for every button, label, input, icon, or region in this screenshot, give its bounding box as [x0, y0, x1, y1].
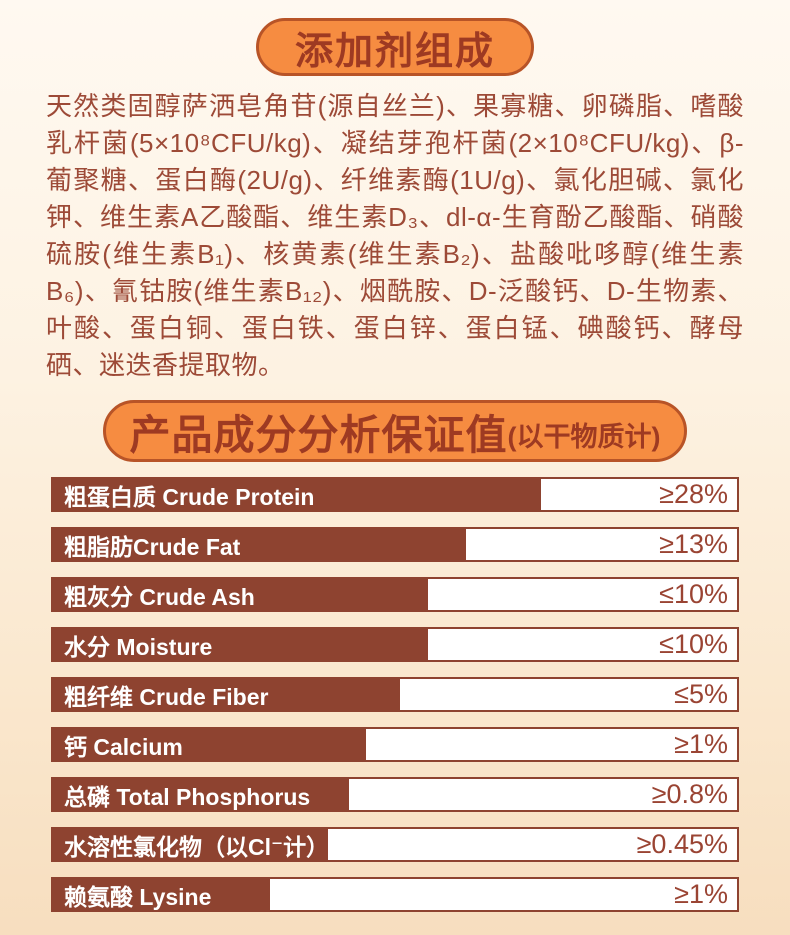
nutrient-value-box: ≥13% — [463, 527, 739, 562]
nutrient-value: ≤10% — [659, 579, 728, 609]
nutrient-value: ≤10% — [659, 629, 728, 659]
nutrient-label: 水分 Moisture — [64, 633, 213, 660]
nutrient-label: 粗纤维 Crude Fiber — [64, 683, 269, 710]
product-label-page: 添加剂组成 天然类固醇萨洒皂角苷(源自丝兰)、果寡糖、卵磷脂、嗜酸乳杆菌(5×1… — [0, 18, 790, 935]
nutrient-bar: 总磷 Total Phosphorus — [51, 777, 347, 812]
nutrient-value: ≥1% — [674, 879, 728, 909]
nutrient-label: 粗灰分 Crude Ash — [64, 583, 255, 610]
nutrient-label: 粗蛋白质 Crude Protein — [64, 483, 315, 510]
additives-ingredients-paragraph: 天然类固醇萨洒皂角苷(源自丝兰)、果寡糖、卵磷脂、嗜酸乳杆菌(5×10⁸CFU/… — [46, 91, 744, 380]
nutrient-value-box: ≤10% — [425, 627, 739, 662]
nutrient-value: ≥28% — [659, 479, 728, 509]
nutrient-label: 水溶性氯化物（以Cl⁻计） — [64, 833, 330, 860]
nutrient-label: 赖氨酸 Lysine — [64, 883, 212, 910]
analysis-row: 水溶性氯化物（以Cl⁻计） ≥0.45% — [51, 827, 739, 862]
analysis-row: 粗蛋白质 Crude Protein ≥28% — [51, 477, 739, 512]
nutrient-label: 钙 Calcium — [64, 733, 183, 760]
nutrient-bar: 粗蛋白质 Crude Protein — [51, 477, 540, 512]
nutrient-bar: 粗脂肪Crude Fat — [51, 527, 464, 562]
nutrient-bar: 钙 Calcium — [51, 727, 365, 762]
nutrient-value-box: ≥1% — [364, 727, 739, 762]
nutrient-value-box: ≥0.8% — [346, 777, 739, 812]
nutrient-value-box: ≥28% — [539, 477, 739, 512]
nutrient-bar: 粗纤维 Crude Fiber — [51, 677, 399, 712]
analysis-subtitle: (以干物质计) — [507, 422, 661, 452]
analysis-row: 粗脂肪Crude Fat ≥13% — [51, 527, 739, 562]
analysis-row: 总磷 Total Phosphorus ≥0.8% — [51, 777, 739, 812]
nutrient-bar: 赖氨酸 Lysine — [51, 877, 268, 912]
additives-title: 添加剂组成 — [294, 30, 495, 73]
nutrient-value-box: ≤10% — [425, 577, 739, 612]
nutrient-value: ≥13% — [659, 529, 728, 559]
analysis-title: 产品成分分析保证值 — [129, 412, 508, 458]
nutrient-value: ≥0.45% — [636, 829, 728, 859]
analysis-title-banner: 产品成分分析保证值 (以干物质计) — [102, 400, 688, 462]
analysis-row: 赖氨酸 Lysine ≥1% — [51, 877, 739, 912]
analysis-row: 粗灰分 Crude Ash ≤10% — [51, 577, 739, 612]
nutrient-bar: 粗灰分 Crude Ash — [51, 577, 426, 612]
nutrient-value: ≤5% — [674, 679, 728, 709]
nutrient-label: 总磷 Total Phosphorus — [64, 783, 311, 810]
nutrient-value: ≥1% — [674, 729, 728, 759]
guaranteed-analysis-table: 粗蛋白质 Crude Protein ≥28% 粗脂肪Crude Fat ≥13… — [51, 477, 739, 912]
additives-title-badge: 添加剂组成 — [255, 18, 534, 76]
nutrient-value-box: ≤5% — [398, 677, 739, 712]
analysis-row: 水分 Moisture ≤10% — [51, 627, 739, 662]
nutrient-bar: 水分 Moisture — [51, 627, 426, 662]
analysis-row: 粗纤维 Crude Fiber ≤5% — [51, 677, 739, 712]
nutrient-bar: 水溶性氯化物（以Cl⁻计） — [51, 827, 330, 862]
nutrient-value-box: ≥1% — [267, 877, 739, 912]
nutrient-value: ≥0.8% — [651, 779, 728, 809]
analysis-row: 钙 Calcium ≥1% — [51, 727, 739, 762]
nutrient-value-box: ≥0.45% — [326, 827, 739, 862]
nutrient-label: 粗脂肪Crude Fat — [64, 533, 241, 560]
